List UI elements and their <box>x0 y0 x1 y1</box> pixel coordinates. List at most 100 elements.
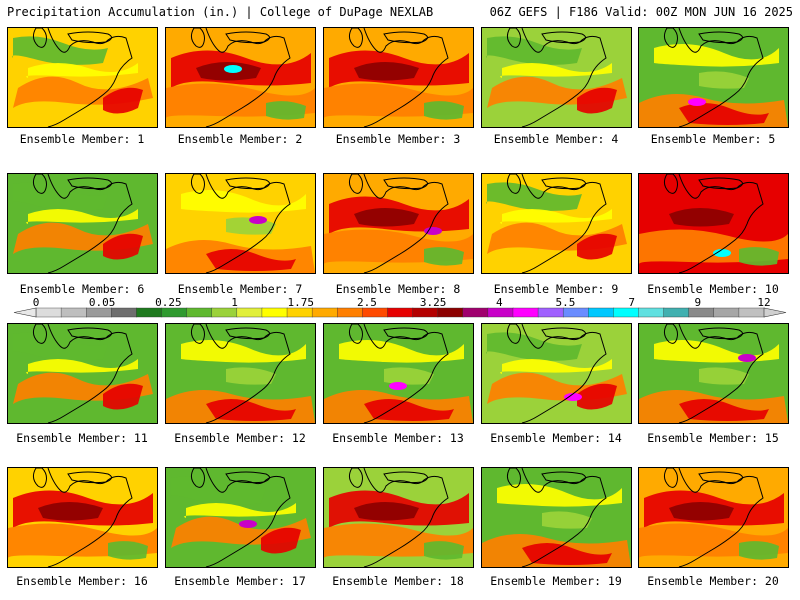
ensemble-member-label: Ensemble Member: 4 <box>493 132 619 146</box>
ensemble-member-label: Ensemble Member: 6 <box>19 282 145 296</box>
precip-map <box>482 28 631 127</box>
colorbar-swatch <box>638 307 665 318</box>
colorbar-swatch <box>512 307 539 318</box>
precip-map <box>482 468 631 567</box>
colorbar-swatch <box>211 307 238 318</box>
colorbar-svg <box>13 307 787 318</box>
precip-map <box>639 468 788 567</box>
ensemble-panel <box>165 173 316 274</box>
colorbar-swatch <box>688 307 715 318</box>
colorbar-tick-label: 0 <box>32 296 40 309</box>
ensemble-member-label: Ensemble Member: 11 <box>16 431 148 445</box>
ensemble-member-label: Ensemble Member: 13 <box>332 431 464 445</box>
colorbar-tick-label: 7 <box>628 296 635 309</box>
colorbar-swatch <box>613 307 640 318</box>
ensemble-member-label: Ensemble Member: 8 <box>335 282 461 296</box>
colorbar-swatch <box>161 307 188 318</box>
colorbar-swatch <box>663 307 690 318</box>
precip-map <box>639 324 788 423</box>
colorbar-swatch <box>311 307 338 318</box>
ensemble-member-label: Ensemble Member: 19 <box>490 574 622 588</box>
ensemble-member-label: Ensemble Member: 14 <box>490 431 622 445</box>
ensemble-panel <box>481 467 632 568</box>
colorbar-swatch <box>86 307 113 318</box>
ensemble-member-label: Ensemble Member: 5 <box>650 132 776 146</box>
ensemble-panel <box>638 323 789 424</box>
ensemble-member-label: Ensemble Member: 2 <box>177 132 303 146</box>
colorbar-tick-label: 1 <box>231 296 238 309</box>
colorbar-swatch <box>35 307 62 318</box>
colorbar-tick-label: 4 <box>495 296 503 309</box>
colorbar-swatch <box>261 307 288 318</box>
colorbar-swatch <box>387 307 414 318</box>
colorbar-tick-label: 0.05 <box>88 296 116 309</box>
precip-map <box>166 174 315 273</box>
ensemble-member-label: Ensemble Member: 15 <box>647 431 779 445</box>
ensemble-panel <box>638 27 789 128</box>
precip-map <box>8 28 157 127</box>
precip-map <box>324 28 473 127</box>
colorbar-swatch <box>186 307 213 318</box>
precip-map <box>482 174 631 273</box>
ensemble-member-label: Ensemble Member: 12 <box>174 431 306 445</box>
ensemble-panel <box>165 27 316 128</box>
colorbar-swatch <box>111 307 138 318</box>
precip-map <box>482 324 631 423</box>
colorbar-tick-label: 3.25 <box>419 296 447 309</box>
colorbar-swatch <box>412 307 439 318</box>
ensemble-member-label: Ensemble Member: 16 <box>16 574 148 588</box>
run-info: 06Z GEFS | F186 Valid: 00Z MON JUN 16 20… <box>489 5 793 19</box>
colorbar-swatch <box>738 307 765 318</box>
ensemble-panel <box>7 467 158 568</box>
ensemble-panel <box>323 323 474 424</box>
ensemble-panel <box>481 173 632 274</box>
precip-map <box>166 28 315 127</box>
colorbar-swatch <box>537 307 564 318</box>
map-title: Precipitation Accumulation (in.) | Colle… <box>7 5 434 19</box>
colorbar-swatch <box>588 307 615 318</box>
precip-map <box>166 468 315 567</box>
colorbar-swatch <box>286 307 313 318</box>
colorbar-swatch <box>487 307 514 318</box>
colorbar-swatch <box>337 307 364 318</box>
precip-map <box>639 28 788 127</box>
ensemble-panel <box>7 173 158 274</box>
colorbar-tick-label: 2.5 <box>356 296 377 309</box>
precip-map <box>8 468 157 567</box>
ensemble-member-label: Ensemble Member: 3 <box>335 132 461 146</box>
precip-colorbar <box>0 296 800 320</box>
colorbar-swatch <box>462 307 489 318</box>
precip-map <box>324 324 473 423</box>
ensemble-panel <box>165 467 316 568</box>
precip-map <box>8 174 157 273</box>
ensemble-panel <box>323 467 474 568</box>
colorbar-tick-label: 1.75 <box>287 296 314 309</box>
colorbar-swatch <box>362 307 389 318</box>
precip-map <box>166 324 315 423</box>
colorbar-swatch <box>562 307 589 318</box>
ensemble-panel <box>7 323 158 424</box>
ensemble-panel <box>165 323 316 424</box>
precip-map <box>639 174 788 273</box>
colorbar-swatch <box>60 307 87 318</box>
colorbar-tick-label: 0.25 <box>155 296 182 309</box>
precip-map <box>324 468 473 567</box>
colorbar-tick-label: 5.5 <box>555 296 576 309</box>
colorbar-tick-label: 9 <box>694 296 702 309</box>
ensemble-panel <box>638 173 789 274</box>
precip-map <box>8 324 157 423</box>
ensemble-panel <box>638 467 789 568</box>
colorbar-swatch <box>713 307 740 318</box>
ensemble-panel <box>481 323 632 424</box>
ensemble-member-label: Ensemble Member: 17 <box>174 574 306 588</box>
precip-map <box>324 174 473 273</box>
ensemble-member-label: Ensemble Member: 9 <box>493 282 619 296</box>
ensemble-panel <box>323 27 474 128</box>
ensemble-panel <box>7 27 158 128</box>
ensemble-member-label: Ensemble Member: 18 <box>332 574 464 588</box>
colorbar-tick-label: 12 <box>757 296 771 309</box>
colorbar-swatch <box>437 307 464 318</box>
ensemble-member-label: Ensemble Member: 7 <box>177 282 303 296</box>
ensemble-member-label: Ensemble Member: 10 <box>647 282 779 296</box>
ensemble-panel <box>323 173 474 274</box>
